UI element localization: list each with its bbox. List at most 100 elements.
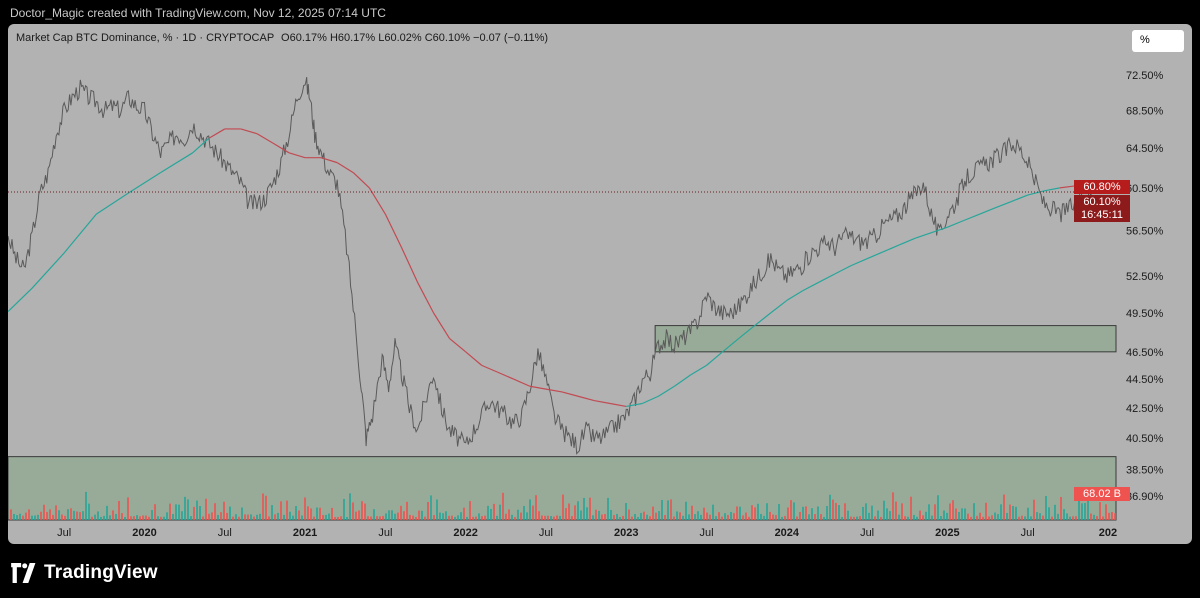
volume-bar (1006, 512, 1008, 520)
volume-bar (562, 494, 564, 520)
moving-average-segment (690, 364, 707, 376)
volume-bar (760, 513, 762, 520)
volume-bar (835, 502, 837, 520)
moving-average-segment (674, 374, 691, 387)
volume-bar (289, 511, 291, 520)
volume-bar (481, 516, 483, 520)
moving-average-segment (722, 338, 740, 353)
volume-bar (847, 510, 849, 520)
volume-bar (571, 516, 573, 520)
percent-scale-button[interactable]: % (1132, 30, 1184, 52)
x-tick-label: Jul (57, 527, 71, 539)
volume-bar (1075, 516, 1077, 520)
moving-average-segment (866, 251, 884, 260)
countdown-tag: 16:45:11 (1074, 208, 1130, 222)
volume-bar (976, 515, 978, 520)
volume-bar (490, 508, 492, 520)
volume-bar (979, 512, 981, 520)
volume-bar (937, 495, 939, 520)
volume-bar (991, 515, 993, 520)
volume-bar (592, 515, 594, 520)
volume-bar (466, 516, 468, 520)
moving-average-segment (465, 351, 483, 366)
x-tick-label: 2025 (935, 527, 959, 539)
volume-bar (358, 510, 360, 520)
volume-bar (370, 516, 372, 520)
x-tick-label: Jul (378, 527, 392, 539)
volume-bar (871, 505, 873, 520)
volume-bar (292, 515, 294, 520)
volume-bar (43, 504, 45, 520)
volume-bar (307, 506, 309, 520)
x-tick-label: Jul (218, 527, 232, 539)
volume-bar (31, 515, 33, 520)
moving-average-segment (320, 157, 338, 164)
volume-bar (439, 512, 441, 520)
volume-bar (1108, 512, 1110, 520)
volume-value-tag: 68.02 B (1074, 487, 1130, 501)
volume-bar (184, 496, 186, 520)
volume-bar (628, 509, 630, 520)
moving-average-segment (449, 338, 467, 353)
volume-bar (157, 516, 159, 520)
volume-bar (232, 516, 234, 520)
volume-bar (118, 500, 120, 520)
volume-bar (361, 501, 363, 520)
y-tick-label: 36.90% (1126, 491, 1164, 503)
volume-bar (190, 516, 192, 520)
volume-bar (907, 516, 909, 520)
volume-bar (1009, 504, 1011, 520)
volume-bar (304, 497, 306, 520)
volume-bar (178, 504, 180, 520)
volume-bar (661, 499, 663, 520)
volume-bar (685, 501, 687, 520)
moving-average-segment (529, 385, 547, 390)
volume-bar (352, 502, 354, 520)
price-chart[interactable]: 72.50% 68.50% 64.50% 60.50% 56.50% 52.50% 49.5… (8, 24, 1192, 544)
volume-bar (634, 513, 636, 520)
moving-average-segment (208, 128, 226, 139)
volume-bar (343, 498, 345, 520)
volume-bar (841, 516, 843, 520)
volume-bar (865, 503, 867, 520)
moving-average-segment (1027, 190, 1044, 196)
volume-bar (820, 514, 822, 520)
volume-bar (388, 510, 390, 520)
volume-bar (613, 515, 615, 520)
volume-bar (244, 514, 246, 520)
volume-bar (88, 503, 90, 520)
volume-bar (373, 509, 375, 520)
volume-bar (895, 501, 897, 520)
volume-bar (961, 508, 963, 520)
volume-bar (430, 495, 432, 520)
volume-bar (28, 509, 30, 520)
volume-bar (673, 516, 675, 520)
moving-average-segment (979, 207, 996, 215)
moving-average-segment (336, 162, 354, 174)
volume-bar (364, 503, 366, 520)
volume-bar (10, 509, 12, 520)
volume-bar (94, 514, 96, 520)
moving-average-segment (63, 213, 97, 254)
moving-average-segment (770, 299, 788, 314)
volume-bar (931, 515, 933, 520)
volume-bar (1111, 512, 1113, 520)
volume-bar (1027, 507, 1029, 520)
volume-bar (256, 514, 258, 520)
volume-bar (553, 516, 555, 520)
volume-bar (442, 513, 444, 520)
ohlc-values: O60.17% H60.17% L60.02% C60.10% −0.07 (−… (281, 32, 549, 44)
volume-bar (127, 497, 129, 520)
moving-average-segment (594, 399, 611, 405)
volume-bar (106, 505, 108, 520)
moving-average-segment (8, 287, 33, 313)
chart-legend: Market Cap BTC Dominance, % · 1D · CRYPT… (16, 32, 548, 44)
chart-frame[interactable]: 72.50% 68.50% 64.50% 60.50% 56.50% 52.50% 49.5… (8, 24, 1192, 544)
volume-bar (397, 512, 399, 520)
volume-bar (379, 516, 381, 520)
moving-average-segment (963, 213, 980, 222)
volume-bar (832, 499, 834, 520)
volume-bar (616, 513, 618, 520)
volume-bar (229, 506, 231, 520)
volume-bar (619, 516, 621, 520)
